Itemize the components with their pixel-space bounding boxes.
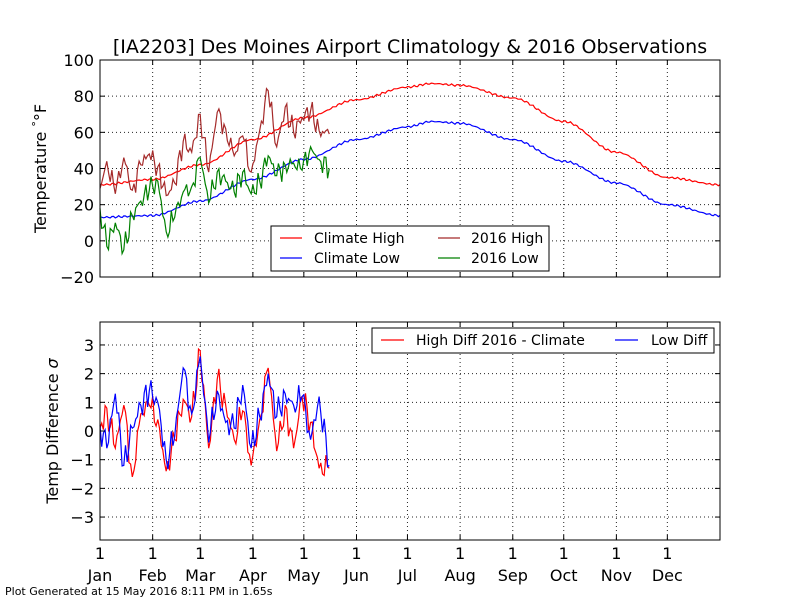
- x-month-label: Apr: [239, 566, 267, 585]
- temperature-axes: −20 0 20 40 60 80 100 Temperature°°F Climate H…: [30, 51, 721, 287]
- y-tick-label: 0: [84, 422, 94, 441]
- temperature-legend: Climate High Climate Low 2016 High 2016 …: [270, 225, 550, 272]
- x-tick-label: 1: [402, 544, 412, 563]
- x-month-label: May: [287, 566, 320, 585]
- y-tick-label: −2: [70, 479, 94, 498]
- difference-legend: High Diff 2016 - Climate Low Diff: [371, 327, 715, 354]
- y-tick-label: 40: [74, 160, 94, 179]
- x-tick-label: 1: [95, 544, 105, 563]
- legend-label-climate-low: Climate Low: [314, 251, 400, 267]
- x-month-label: Nov: [601, 566, 632, 585]
- chart-title: [IA2203] Des Moines Airport Climatology …: [113, 36, 707, 58]
- legend-label-high-diff: High Diff 2016 - Climate: [416, 333, 585, 349]
- y-tick-label: 60: [74, 123, 94, 142]
- difference-axes: −3 −2 −1 0 1 2 3 1 Jan 1 Feb 1 Mar 1 Apr 1 May 1 Jun 1 Jul 1 A…: [43, 321, 721, 585]
- x-tick-label: 1: [248, 544, 258, 563]
- x-tick-label: 1: [195, 544, 205, 563]
- x-tick-label: 1: [508, 544, 518, 563]
- x-tick-label: 1: [611, 544, 621, 563]
- x-tick-label: 1: [148, 544, 158, 563]
- low-diff-line: [99, 356, 330, 470]
- y-tick-label: 2: [84, 365, 94, 384]
- high-diff-line: [99, 347, 330, 478]
- x-month-label: Oct: [550, 566, 578, 585]
- y-tick-label: 20: [74, 196, 94, 215]
- difference-legend-box: [371, 327, 715, 354]
- x-month-label: Jun: [343, 566, 369, 585]
- x-tick-label: 1: [559, 544, 569, 563]
- x-month-label: Mar: [185, 566, 216, 585]
- x-month-label: Aug: [444, 566, 475, 585]
- climate-low-line: [99, 120, 721, 219]
- 2016-low-line: [99, 144, 330, 256]
- plot-generated-footer: Plot Generated at 15 May 2016 8:11 PM in…: [5, 585, 273, 598]
- x-month-label: Sep: [498, 566, 528, 585]
- y-tick-label: −1: [70, 451, 94, 470]
- difference-ylabel: Temp Differenceσ: [43, 357, 62, 504]
- temperature-ylabel: Temperature°°F: [30, 104, 51, 234]
- climate-high-line: [99, 82, 721, 187]
- x-month-label: Feb: [138, 566, 166, 585]
- temperature-legend-box: [270, 225, 550, 272]
- y-tick-label: 100: [63, 51, 94, 70]
- y-tick-label: 0: [84, 232, 94, 251]
- x-month-label: Dec: [652, 566, 683, 585]
- x-month-label: Jul: [397, 566, 417, 585]
- x-tick-label: 1: [299, 544, 309, 563]
- y-tick-label: −20: [60, 268, 94, 287]
- y-tick-label: −3: [70, 508, 94, 527]
- legend-label-climate-high: Climate High: [314, 231, 405, 247]
- legend-label-2016-low: 2016 Low: [471, 251, 539, 267]
- y-tick-label: 1: [84, 393, 94, 412]
- x-month-label: Jan: [87, 566, 113, 585]
- x-tick-label: 1: [351, 544, 361, 563]
- x-tick-label: 1: [662, 544, 672, 563]
- legend-label-low-diff: Low Diff: [651, 333, 708, 349]
- 2016-high-line: [99, 87, 330, 197]
- y-tick-label: 80: [74, 87, 94, 106]
- y-tick-label: 3: [84, 336, 94, 355]
- x-tick-label: 1: [455, 544, 465, 563]
- legend-label-2016-high: 2016 High: [471, 231, 543, 247]
